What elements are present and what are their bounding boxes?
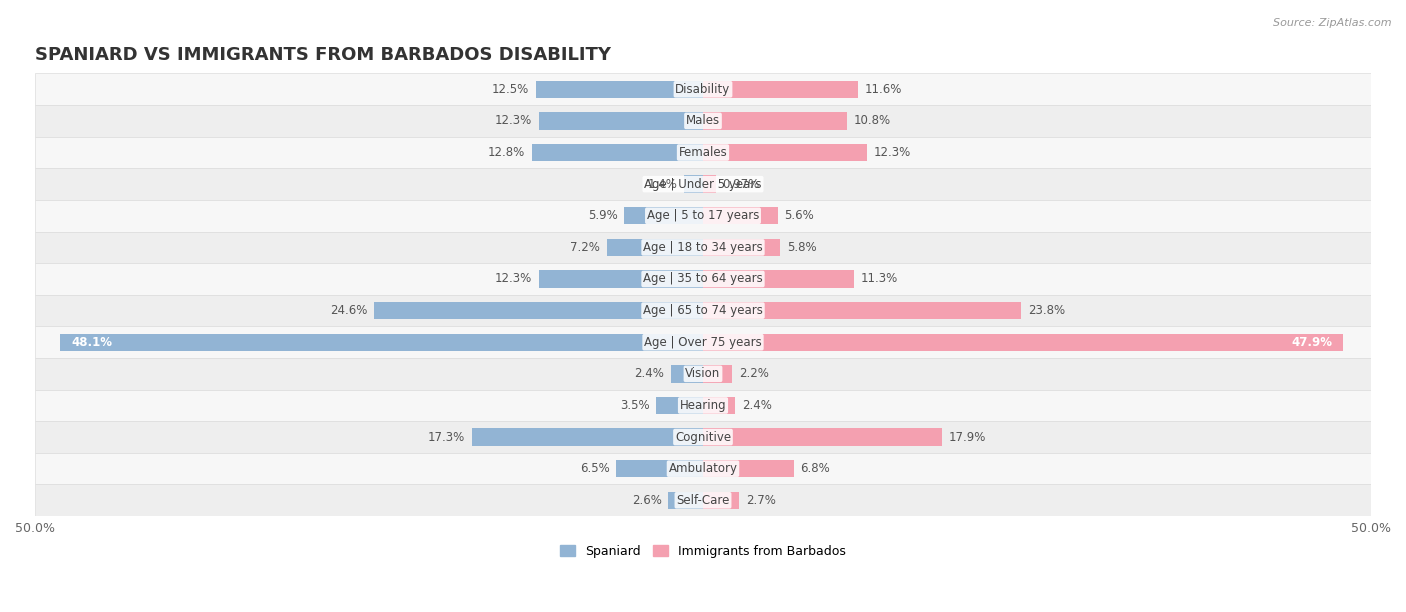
Bar xyxy=(374,302,703,319)
Bar xyxy=(538,112,703,130)
Text: 12.3%: 12.3% xyxy=(875,146,911,159)
Text: Disability: Disability xyxy=(675,83,731,96)
Bar xyxy=(472,428,703,446)
Bar xyxy=(35,136,1371,168)
Bar xyxy=(668,491,703,509)
Text: Age | 35 to 64 years: Age | 35 to 64 years xyxy=(643,272,763,285)
Bar xyxy=(703,112,848,130)
Text: 2.4%: 2.4% xyxy=(742,399,772,412)
Bar xyxy=(703,491,740,509)
Text: Age | 18 to 34 years: Age | 18 to 34 years xyxy=(643,241,763,254)
Text: 2.6%: 2.6% xyxy=(631,494,662,507)
Text: Self-Care: Self-Care xyxy=(676,494,730,507)
Text: 12.3%: 12.3% xyxy=(495,114,531,127)
Bar xyxy=(35,200,1371,231)
Text: SPANIARD VS IMMIGRANTS FROM BARBADOS DISABILITY: SPANIARD VS IMMIGRANTS FROM BARBADOS DIS… xyxy=(35,46,612,64)
Bar xyxy=(703,81,858,98)
Text: 5.9%: 5.9% xyxy=(588,209,617,222)
Bar xyxy=(536,81,703,98)
Text: 3.5%: 3.5% xyxy=(620,399,650,412)
Bar xyxy=(703,176,716,193)
Bar xyxy=(703,365,733,382)
Bar xyxy=(35,73,1371,105)
Text: 2.7%: 2.7% xyxy=(745,494,776,507)
Text: 11.6%: 11.6% xyxy=(865,83,903,96)
Text: 6.5%: 6.5% xyxy=(579,462,609,475)
Legend: Spaniard, Immigrants from Barbados: Spaniard, Immigrants from Barbados xyxy=(555,540,851,563)
Text: 0.97%: 0.97% xyxy=(723,177,759,191)
Text: Age | 65 to 74 years: Age | 65 to 74 years xyxy=(643,304,763,317)
Bar xyxy=(35,390,1371,421)
Text: 12.5%: 12.5% xyxy=(492,83,529,96)
Bar xyxy=(616,460,703,477)
Text: 2.4%: 2.4% xyxy=(634,367,664,380)
Bar xyxy=(35,168,1371,200)
Bar xyxy=(531,144,703,161)
Text: 5.8%: 5.8% xyxy=(787,241,817,254)
Text: 5.6%: 5.6% xyxy=(785,209,814,222)
Bar xyxy=(35,231,1371,263)
Text: 12.3%: 12.3% xyxy=(495,272,531,285)
Text: Males: Males xyxy=(686,114,720,127)
Text: Age | Under 5 years: Age | Under 5 years xyxy=(644,177,762,191)
Text: 48.1%: 48.1% xyxy=(72,336,112,349)
Text: 6.8%: 6.8% xyxy=(800,462,831,475)
Bar xyxy=(35,326,1371,358)
Text: Ambulatory: Ambulatory xyxy=(668,462,738,475)
Text: 2.2%: 2.2% xyxy=(740,367,769,380)
Bar xyxy=(657,397,703,414)
Bar xyxy=(60,334,703,351)
Bar xyxy=(703,397,735,414)
Text: Vision: Vision xyxy=(685,367,721,380)
Bar xyxy=(538,271,703,288)
Text: 10.8%: 10.8% xyxy=(853,114,891,127)
Bar xyxy=(703,302,1021,319)
Bar xyxy=(703,271,853,288)
Text: Age | 5 to 17 years: Age | 5 to 17 years xyxy=(647,209,759,222)
Bar xyxy=(35,105,1371,136)
Text: 7.2%: 7.2% xyxy=(571,241,600,254)
Bar xyxy=(685,176,703,193)
Bar xyxy=(35,358,1371,390)
Bar xyxy=(35,485,1371,516)
Bar xyxy=(703,239,780,256)
Text: 23.8%: 23.8% xyxy=(1028,304,1064,317)
Text: Hearing: Hearing xyxy=(679,399,727,412)
Text: Age | Over 75 years: Age | Over 75 years xyxy=(644,336,762,349)
Text: 17.3%: 17.3% xyxy=(427,431,465,444)
Text: Cognitive: Cognitive xyxy=(675,431,731,444)
Bar xyxy=(703,207,778,225)
Bar xyxy=(703,334,1343,351)
Text: 17.9%: 17.9% xyxy=(949,431,986,444)
Bar xyxy=(703,144,868,161)
Bar xyxy=(624,207,703,225)
Bar xyxy=(607,239,703,256)
Bar xyxy=(703,428,942,446)
Bar xyxy=(35,453,1371,485)
Text: 47.9%: 47.9% xyxy=(1291,336,1333,349)
Text: 12.8%: 12.8% xyxy=(488,146,526,159)
Text: Females: Females xyxy=(679,146,727,159)
Bar xyxy=(35,263,1371,295)
Bar xyxy=(35,295,1371,326)
Bar xyxy=(35,421,1371,453)
Text: 24.6%: 24.6% xyxy=(330,304,367,317)
Text: 11.3%: 11.3% xyxy=(860,272,898,285)
Bar xyxy=(703,460,794,477)
Text: 1.4%: 1.4% xyxy=(648,177,678,191)
Text: Source: ZipAtlas.com: Source: ZipAtlas.com xyxy=(1274,18,1392,28)
Bar xyxy=(671,365,703,382)
